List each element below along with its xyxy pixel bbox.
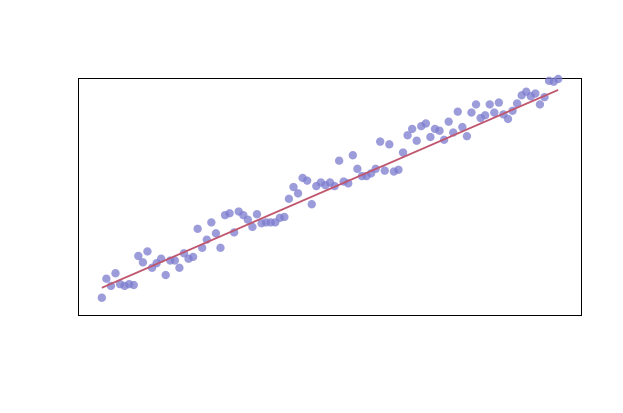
scatter-point <box>412 136 421 145</box>
scatter-point <box>307 200 316 209</box>
scatter-point <box>207 218 216 227</box>
scatter-point <box>302 176 312 185</box>
scatter-point <box>467 108 476 117</box>
scatter-point <box>503 114 513 124</box>
scatter-point <box>170 256 180 265</box>
scatter-point <box>458 122 467 132</box>
scatter-point <box>376 137 385 146</box>
line-layer <box>101 89 559 289</box>
scatter-point <box>490 108 499 117</box>
scatter-point <box>129 280 138 290</box>
scatter-point <box>161 270 170 280</box>
scatter-point <box>248 222 257 232</box>
scatter-point <box>102 274 111 283</box>
scatter-point <box>421 119 431 128</box>
scatter-point <box>471 100 481 109</box>
scatter-point <box>353 164 362 174</box>
scatter-point <box>385 140 394 149</box>
scatter-point <box>535 100 545 109</box>
scatter-point <box>494 98 504 107</box>
scatter-point <box>211 229 221 238</box>
marks-layer <box>97 74 563 302</box>
scatter-point <box>348 151 358 160</box>
scatter-point <box>193 224 202 233</box>
scatter-point <box>284 194 294 204</box>
scatter-point <box>175 263 184 272</box>
scatter-point <box>462 131 472 141</box>
scatter-point <box>243 215 253 224</box>
scatter-point <box>134 251 143 261</box>
scatter-point <box>403 131 412 140</box>
scatter-point <box>188 252 198 262</box>
scatter-point <box>280 212 289 222</box>
scatter-point <box>398 148 408 157</box>
scatter-point <box>394 165 403 174</box>
scatter-point <box>216 243 225 253</box>
scatter-point <box>426 132 435 142</box>
scatter-point <box>444 117 453 126</box>
scatter-point <box>143 247 152 256</box>
scatter-point <box>512 99 522 108</box>
scatter-point <box>380 166 389 175</box>
scatter-point <box>480 111 490 120</box>
scatter-point <box>553 74 563 84</box>
scatter-point <box>334 156 344 165</box>
scatter-point <box>531 89 540 98</box>
scatter-point <box>225 209 234 218</box>
scatter-point <box>97 293 107 302</box>
scatter-point <box>252 210 262 219</box>
scatter-point <box>293 189 303 198</box>
scatter-point <box>138 258 148 267</box>
scatter-point <box>111 269 120 278</box>
scatter-point <box>485 100 494 109</box>
scatter-point <box>289 182 298 192</box>
scatter-point <box>407 124 417 134</box>
scatter-point <box>453 107 462 116</box>
fit-line <box>101 89 559 289</box>
scatter-point <box>435 126 444 135</box>
